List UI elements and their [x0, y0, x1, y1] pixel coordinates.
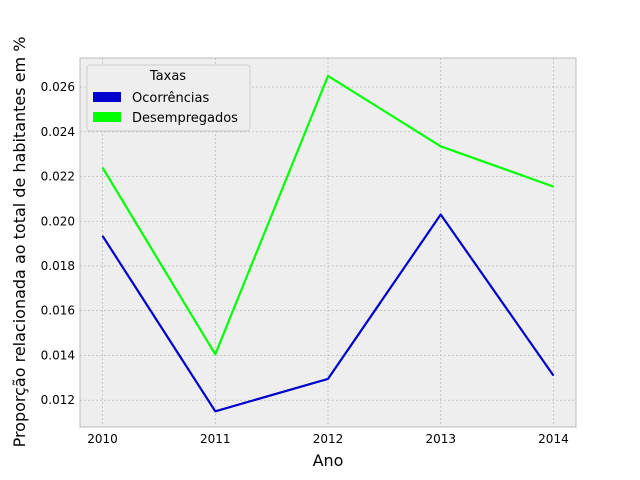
y-tick-label: 0.014 — [41, 348, 75, 362]
grid-lines — [80, 58, 576, 427]
y-tick-label: 0.022 — [41, 170, 75, 184]
y-tick-label: 0.018 — [41, 259, 75, 273]
x-axis-ticks: 2010 2011 2012 2013 2014 — [87, 432, 568, 446]
x-tick-label: 2011 — [200, 432, 231, 446]
x-tick-label: 2012 — [313, 432, 344, 446]
y-tick-label: 0.012 — [41, 393, 75, 407]
legend: Taxas Ocorrências Desempregados — [86, 64, 251, 132]
legend-label-1: Ocorrências — [132, 91, 209, 106]
y-tick-label: 0.020 — [41, 214, 75, 228]
legend-swatch-1 — [93, 92, 121, 102]
legend-box — [86, 64, 251, 132]
series-line-1 — [101, 213, 555, 413]
x-tick-label: 2013 — [425, 432, 456, 446]
x-tick-label: 2014 — [538, 432, 569, 446]
legend-title: Taxas — [149, 69, 186, 84]
y-axis-label: Proporção relacionada ao total de habita… — [10, 37, 29, 448]
y-axis-ticks: 0.012 0.014 0.016 0.018 0.020 0.022 0.024 0.026 — [41, 80, 75, 407]
y-tick-label: 0.016 — [41, 304, 75, 318]
series-line-2 — [101, 74, 554, 356]
legend-swatch-2 — [93, 112, 121, 122]
series-lines — [101, 74, 555, 413]
plot-frame — [79, 57, 577, 428]
legend-label-2: Desempregados — [132, 111, 238, 126]
y-tick-label: 0.024 — [41, 125, 75, 139]
x-tick-label: 2010 — [87, 432, 118, 446]
y-tick-label: 0.026 — [41, 80, 75, 94]
x-axis-label: Ano — [313, 451, 344, 470]
